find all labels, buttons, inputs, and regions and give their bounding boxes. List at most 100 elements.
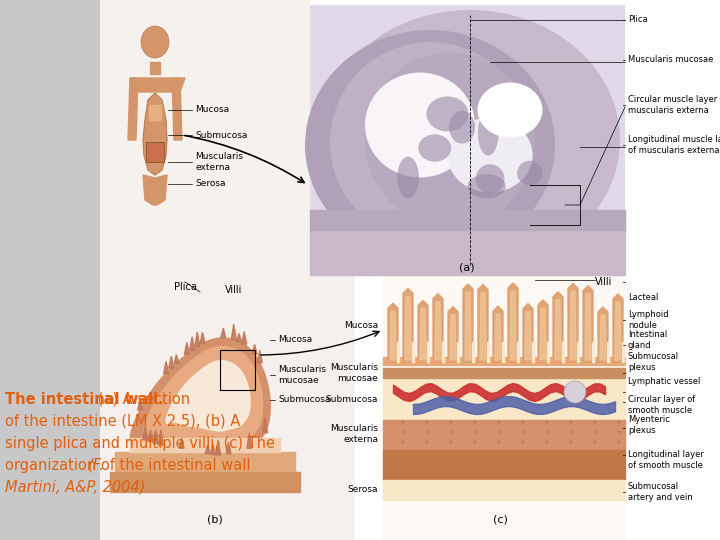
Polygon shape xyxy=(130,78,185,92)
Polygon shape xyxy=(570,292,576,360)
Polygon shape xyxy=(523,303,533,362)
Ellipse shape xyxy=(449,441,453,443)
Polygon shape xyxy=(508,283,518,362)
Ellipse shape xyxy=(449,421,453,423)
Polygon shape xyxy=(210,444,215,455)
Text: (a): (a) xyxy=(459,262,474,272)
Polygon shape xyxy=(231,324,236,340)
Text: (a) A section: (a) A section xyxy=(93,392,190,407)
Polygon shape xyxy=(585,294,591,360)
Polygon shape xyxy=(562,342,564,362)
Ellipse shape xyxy=(397,157,419,198)
Text: Serosa: Serosa xyxy=(195,179,225,188)
Ellipse shape xyxy=(617,421,621,423)
Polygon shape xyxy=(184,342,189,354)
Polygon shape xyxy=(480,293,486,360)
Text: Myenteric
plexus: Myenteric plexus xyxy=(628,415,670,435)
Polygon shape xyxy=(130,338,270,455)
Polygon shape xyxy=(405,296,411,360)
Text: organization of the intestinal wall: organization of the intestinal wall xyxy=(5,458,255,473)
Polygon shape xyxy=(598,307,608,362)
Ellipse shape xyxy=(517,161,543,185)
Ellipse shape xyxy=(467,174,505,198)
Text: single plica and multiple villi, (c) The: single plica and multiple villi, (c) The xyxy=(5,436,275,451)
Polygon shape xyxy=(138,401,143,410)
Ellipse shape xyxy=(478,111,498,156)
Ellipse shape xyxy=(426,97,469,131)
Polygon shape xyxy=(607,342,609,362)
Ellipse shape xyxy=(569,441,573,443)
Text: Longitudinal muscle layer
of muscularis externa: Longitudinal muscle layer of muscularis … xyxy=(628,136,720,154)
Text: Villi: Villi xyxy=(595,277,613,287)
Polygon shape xyxy=(383,378,625,420)
Ellipse shape xyxy=(545,421,549,423)
Text: (F.: (F. xyxy=(88,458,105,473)
Bar xyxy=(146,142,164,162)
Polygon shape xyxy=(242,332,247,344)
Polygon shape xyxy=(179,438,184,448)
Polygon shape xyxy=(257,350,262,363)
Text: (c): (c) xyxy=(492,515,508,525)
Text: Lymphoid
nodule: Lymphoid nodule xyxy=(628,310,669,330)
Polygon shape xyxy=(143,175,167,205)
Polygon shape xyxy=(592,342,594,362)
Ellipse shape xyxy=(425,430,429,434)
Polygon shape xyxy=(115,452,295,472)
Polygon shape xyxy=(310,210,625,230)
Polygon shape xyxy=(158,429,163,445)
Polygon shape xyxy=(143,426,148,440)
Ellipse shape xyxy=(473,441,477,443)
Polygon shape xyxy=(463,284,473,362)
Polygon shape xyxy=(150,62,160,74)
Polygon shape xyxy=(600,315,606,360)
Polygon shape xyxy=(547,342,549,362)
Polygon shape xyxy=(388,303,398,362)
Ellipse shape xyxy=(473,430,477,434)
Text: Mucosa: Mucosa xyxy=(278,335,312,345)
Bar xyxy=(310,5,625,275)
Polygon shape xyxy=(383,450,625,480)
Bar xyxy=(100,0,310,275)
Polygon shape xyxy=(403,288,413,362)
Polygon shape xyxy=(495,314,501,360)
Polygon shape xyxy=(383,480,625,500)
Polygon shape xyxy=(622,342,624,362)
Text: Submucosa: Submucosa xyxy=(195,131,248,139)
Ellipse shape xyxy=(449,430,453,434)
Ellipse shape xyxy=(497,430,501,434)
Text: Plica: Plica xyxy=(174,282,197,292)
Polygon shape xyxy=(383,357,625,365)
Polygon shape xyxy=(215,440,220,455)
Polygon shape xyxy=(450,315,456,360)
Ellipse shape xyxy=(418,134,451,161)
Text: Muscularis
externa: Muscularis externa xyxy=(330,424,378,444)
Polygon shape xyxy=(168,356,174,368)
Ellipse shape xyxy=(617,430,621,434)
Polygon shape xyxy=(493,306,503,362)
Polygon shape xyxy=(412,342,414,362)
Polygon shape xyxy=(163,361,168,374)
Ellipse shape xyxy=(497,421,501,423)
Polygon shape xyxy=(383,420,625,450)
Polygon shape xyxy=(236,333,241,342)
Text: Muscularis
mucosae: Muscularis mucosae xyxy=(278,365,326,384)
Text: (b): (b) xyxy=(207,515,223,525)
Polygon shape xyxy=(189,337,194,350)
Polygon shape xyxy=(583,286,593,362)
Ellipse shape xyxy=(330,42,530,242)
Ellipse shape xyxy=(320,10,620,270)
Polygon shape xyxy=(148,430,153,442)
Ellipse shape xyxy=(476,164,505,193)
Polygon shape xyxy=(418,300,428,362)
Ellipse shape xyxy=(593,421,597,423)
Ellipse shape xyxy=(521,430,525,434)
Ellipse shape xyxy=(545,441,549,443)
Ellipse shape xyxy=(521,441,525,443)
Polygon shape xyxy=(252,345,257,354)
Polygon shape xyxy=(110,472,300,492)
Text: The intestinal wall.: The intestinal wall. xyxy=(5,392,163,407)
Text: Submucosa: Submucosa xyxy=(325,395,378,403)
Polygon shape xyxy=(143,93,167,175)
Text: of the intestine (LM X 2.5), (b) A: of the intestine (LM X 2.5), (b) A xyxy=(5,414,240,429)
Text: Plica: Plica xyxy=(628,16,647,24)
